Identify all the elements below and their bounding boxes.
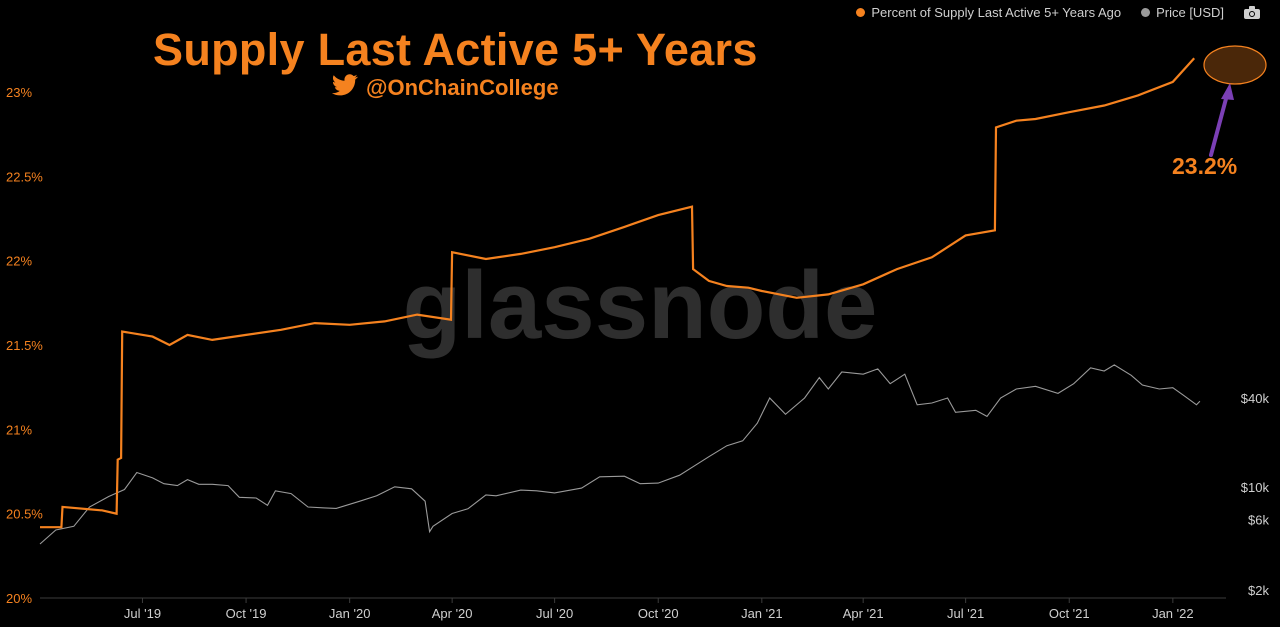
legend-label-price: Price [USD] (1156, 5, 1224, 20)
legend-dot-price (1141, 8, 1151, 17)
price-series-line (39, 364, 1201, 545)
supply-series-line (40, 57, 1196, 529)
legend-item-price[interactable]: Price [USD] (1141, 5, 1224, 20)
y-left-tick-label: 20% (6, 591, 32, 606)
x-tick-label: Jan '20 (329, 606, 371, 621)
x-tick-label: Oct '19 (226, 606, 267, 621)
x-tick-label: Jul '21 (947, 606, 984, 621)
x-tick-label: Jan '22 (1152, 606, 1194, 621)
annotation-arrow (1209, 93, 1229, 157)
twitter-bird-icon (331, 74, 358, 102)
x-tick-label: Jul '19 (124, 606, 161, 621)
x-tick-label: Apr '20 (432, 606, 473, 621)
y-right-tick-label: $10k (1241, 480, 1270, 495)
glassnode-watermark: glassnode (403, 252, 878, 359)
x-tick-label: Jul '20 (536, 606, 573, 621)
annotation-arrow-head (1221, 83, 1234, 100)
x-tick-label: Oct '20 (638, 606, 679, 621)
x-tick-label: Jan '21 (741, 606, 783, 621)
x-tick-label: Oct '21 (1049, 606, 1090, 621)
y-right-tick-label: $2k (1248, 583, 1269, 598)
legend-item-supply[interactable]: Percent of Supply Last Active 5+ Years A… (856, 5, 1121, 20)
annotation-value: 23.2% (1172, 153, 1238, 179)
y-right-tick-label: $40k (1241, 391, 1270, 406)
chart-axes: 20% 20.5% 21% 21.5% 22% 22.5% 23% $2k $6k $10k $40… (6, 85, 1269, 621)
x-tick-label: Apr '21 (843, 606, 884, 621)
twitter-handle[interactable]: @OnChainCollege (331, 74, 559, 102)
chart-title: Supply Last Active 5+ Years (153, 24, 758, 75)
y-left-tick-label: 22% (6, 254, 32, 269)
y-left-tick-label: 23% (6, 85, 32, 100)
y-left-tick-label: 21.5% (6, 338, 43, 353)
y-left-tick-label: 20.5% (6, 507, 43, 522)
y-left-tick-label: 22.5% (6, 169, 43, 184)
twitter-handle-text: @OnChainCollege (366, 75, 559, 100)
y-left-tick-label: 21% (6, 422, 32, 437)
legend: Percent of Supply Last Active 5+ Years A… (856, 5, 1260, 20)
camera-icon[interactable] (1244, 6, 1260, 19)
legend-dot-supply (856, 8, 866, 17)
legend-label-supply: Percent of Supply Last Active 5+ Years A… (871, 5, 1122, 20)
y-right-tick-label: $6k (1248, 513, 1269, 528)
highlight-ellipse (1203, 45, 1267, 85)
